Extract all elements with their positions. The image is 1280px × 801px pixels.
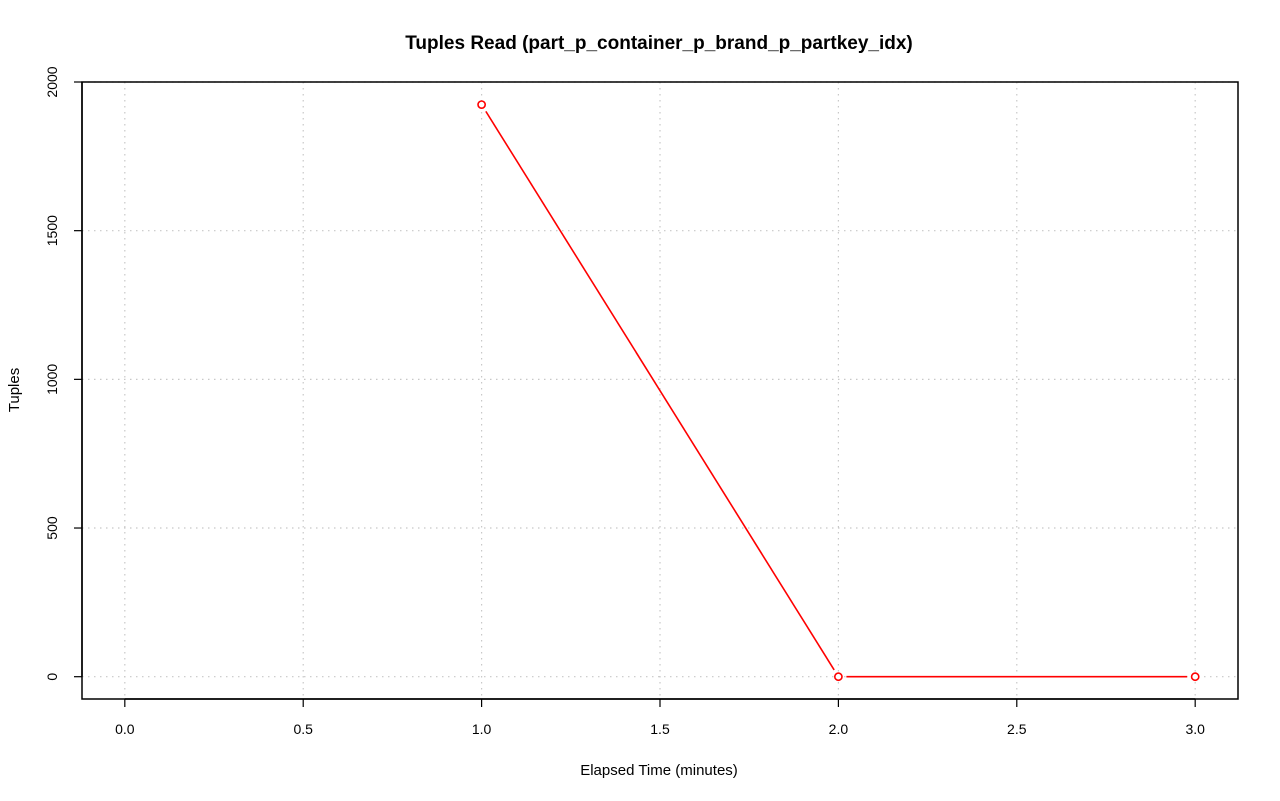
data-point <box>1190 672 1200 682</box>
x-tick-label: 2.0 <box>829 721 849 737</box>
x-axis: 0.0 0.5 1.0 1.5 2.0 2.5 3.0 <box>115 698 1205 737</box>
chart-title: Tuples Read (part_p_container_p_brand_p_… <box>405 33 913 54</box>
x-tick-label: 1.0 <box>472 721 492 737</box>
data-point <box>477 100 487 109</box>
y-axis: 0 500 1000 1500 2000 <box>44 66 83 681</box>
y-tick-label: 1000 <box>44 364 60 395</box>
x-tick-label: 3.0 <box>1185 721 1205 737</box>
series-layer <box>477 100 1200 682</box>
x-tick-label: 0.5 <box>293 721 313 737</box>
x-tick-label: 0.0 <box>115 721 135 737</box>
x-tick-label: 2.5 <box>1007 721 1027 737</box>
y-tick-label: 500 <box>44 516 60 540</box>
y-tick-label: 1500 <box>44 215 60 246</box>
data-point <box>833 672 843 682</box>
x-tick-label: 1.5 <box>650 721 670 737</box>
y-tick-label: 0 <box>44 673 60 681</box>
y-tick-label: 2000 <box>44 66 60 97</box>
series-line-segment <box>485 110 835 671</box>
x-axis-label: Elapsed Time (minutes) <box>580 762 738 779</box>
y-axis-label: Tuples <box>6 368 23 412</box>
